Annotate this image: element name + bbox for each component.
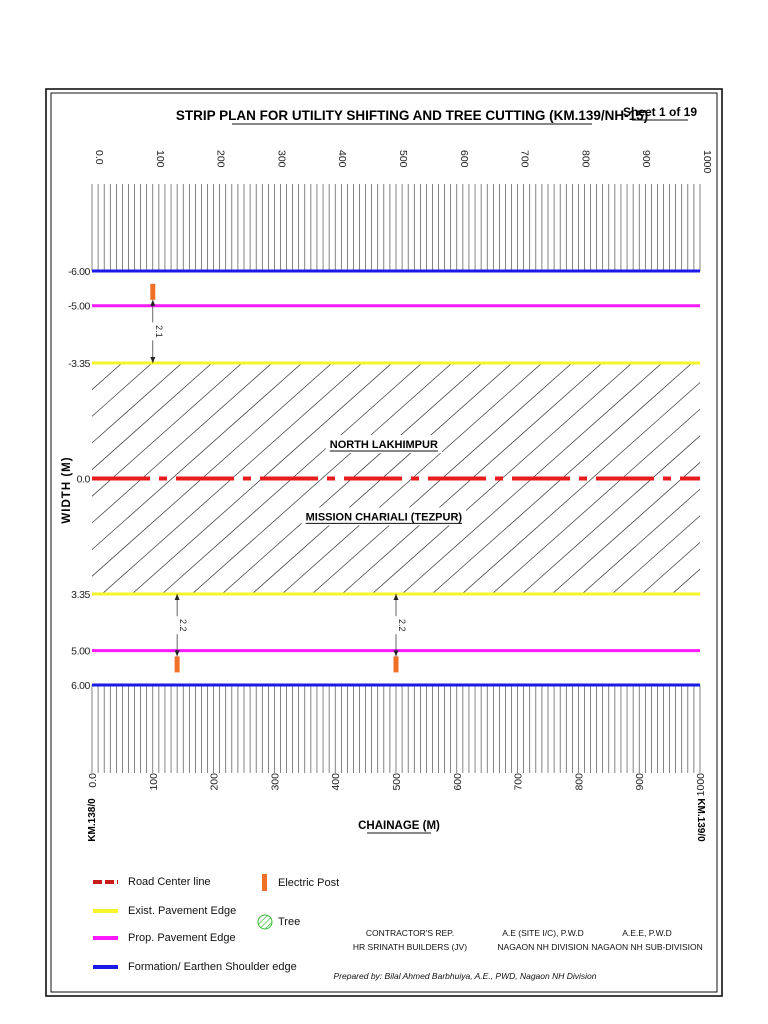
legend-item-center-line: Road Center line: [93, 876, 211, 888]
bottom-strip-grid: [91, 685, 701, 773]
end-km-label: KM.139/0: [695, 798, 706, 842]
tree-icon: [257, 914, 273, 930]
svg-text:Electric Post: Electric Post: [278, 877, 339, 889]
legend: Road Center line Exist. Pavement Edge Pr…: [93, 874, 339, 973]
electric-posts: 2.1 2.2 2.2: [147, 283, 407, 673]
prepared-by: Prepared by: Bilal Ahmed Barbhuiya, A.E.…: [334, 971, 597, 981]
legend-item-tree: Tree: [257, 914, 300, 930]
x-axis-label: CHAINAGE (M): [358, 820, 440, 832]
width-label: 6.00: [71, 680, 90, 692]
outer-frame: [45, 88, 723, 997]
svg-text:Prop. Pavement Edge: Prop. Pavement Edge: [128, 932, 236, 944]
y-axis-label: WIDTH (M): [61, 456, 73, 523]
bottom-tick-label: 0.0: [87, 773, 99, 788]
bottom-tick-label: 400: [330, 773, 342, 791]
svg-text:Exist. Pavement Edge: Exist. Pavement Edge: [128, 905, 236, 917]
bottom-chainage-ticks: 0.0 100 200 300 400 500 600 700 800 900 1000: [87, 773, 707, 797]
bottom-tick-label: 800: [573, 773, 585, 791]
top-tick-label: 1000: [701, 150, 713, 174]
signature-block: CONTRACTOR'S REP. HR SRINATH BUILDERS (J…: [334, 928, 703, 981]
top-tick-label: 100: [154, 150, 166, 168]
place-label: MISSION CHARIALI (TEZPUR): [301, 507, 467, 526]
width-labels: -6.00 -5.00 -3.35 0.0 3.35 5.00 6.00: [68, 266, 91, 692]
top-tick-label: 0.0: [93, 150, 105, 165]
ae-title: A.E (SITE I/C), P.W.D: [502, 928, 584, 938]
width-label: -6.00: [68, 266, 90, 278]
bottom-tick-label: 500: [391, 773, 403, 791]
contractor-rep: CONTRACTOR'S REP.: [366, 928, 454, 938]
bottom-tick-label: 100: [148, 773, 160, 791]
place-labels: NORTH LAKHIMPUR MISSION CHARIALI (TEZPUR): [301, 435, 467, 526]
svg-text:NORTH LAKHIMPUR: NORTH LAKHIMPUR: [330, 439, 438, 451]
width-label: 5.00: [71, 646, 90, 658]
electric-post: 2.2: [391, 594, 407, 673]
legend-item-electric-post: Electric Post: [262, 874, 339, 891]
svg-text:MISSION CHARIALI (TEZPUR): MISSION CHARIALI (TEZPUR): [306, 511, 463, 523]
width-label: -3.35: [68, 358, 90, 370]
top-tick-label: 300: [275, 150, 287, 168]
sheet-title: STRIP PLAN FOR UTILITY SHIFTING AND TREE…: [176, 108, 648, 123]
bottom-tick-label: 600: [452, 773, 464, 791]
post-offset-label: 2.2: [178, 619, 188, 632]
contractor-name: HR SRINATH BUILDERS (JV): [353, 942, 467, 952]
top-tick-label: 900: [640, 150, 652, 168]
legend-item-proposed-edge: Prop. Pavement Edge: [93, 932, 236, 944]
bottom-tick-label: 900: [634, 773, 646, 791]
chainage-grid: [91, 184, 701, 773]
bottom-tick-label: 300: [269, 773, 281, 791]
post-offset-label: 2.2: [397, 619, 407, 632]
top-strip-grid: [91, 184, 701, 271]
electric-post-icon: [262, 874, 267, 891]
start-km-label: KM.138/0: [87, 798, 98, 842]
top-chainage-ticks: 0.0 100 200 300 400 500 600 700 800 900 1000: [93, 150, 713, 174]
bottom-tick-label: 1000: [695, 773, 707, 797]
inner-frame: [50, 92, 718, 993]
road-edge-lines: [92, 269, 700, 687]
electric-post: 2.1: [147, 283, 164, 363]
svg-text:Formation/ Earthen Shoulder ed: Formation/ Earthen Shoulder edge: [128, 961, 297, 973]
top-tick-label: 200: [215, 150, 227, 168]
width-label: 3.35: [71, 589, 90, 601]
legend-item-existing-edge: Exist. Pavement Edge: [93, 905, 236, 917]
aee-title: A.E.E, P.W.D: [622, 928, 671, 938]
post-offset-label: 2.1: [154, 325, 164, 338]
sheet-number: Sheet 1 of 19: [623, 105, 697, 119]
top-tick-label: 800: [579, 150, 591, 168]
svg-text:Tree: Tree: [278, 916, 300, 928]
top-tick-label: 400: [336, 150, 348, 168]
top-tick-label: 600: [458, 150, 470, 168]
width-label: -5.00: [68, 301, 90, 313]
svg-text:Road Center line: Road Center line: [128, 876, 211, 888]
bottom-tick-label: 700: [513, 773, 525, 791]
top-tick-label: 500: [397, 150, 409, 168]
legend-item-formation-edge: Formation/ Earthen Shoulder edge: [93, 961, 297, 973]
ae-division: NAGAON NH DIVISION: [497, 942, 588, 952]
aee-division: NAGAON NH SUB-DIVISION: [591, 942, 702, 952]
bottom-tick-label: 200: [209, 773, 221, 791]
width-label: 0.0: [77, 474, 91, 486]
top-tick-label: 700: [519, 150, 531, 168]
place-label: NORTH LAKHIMPUR: [325, 435, 442, 454]
electric-post: 2.2: [172, 594, 188, 673]
